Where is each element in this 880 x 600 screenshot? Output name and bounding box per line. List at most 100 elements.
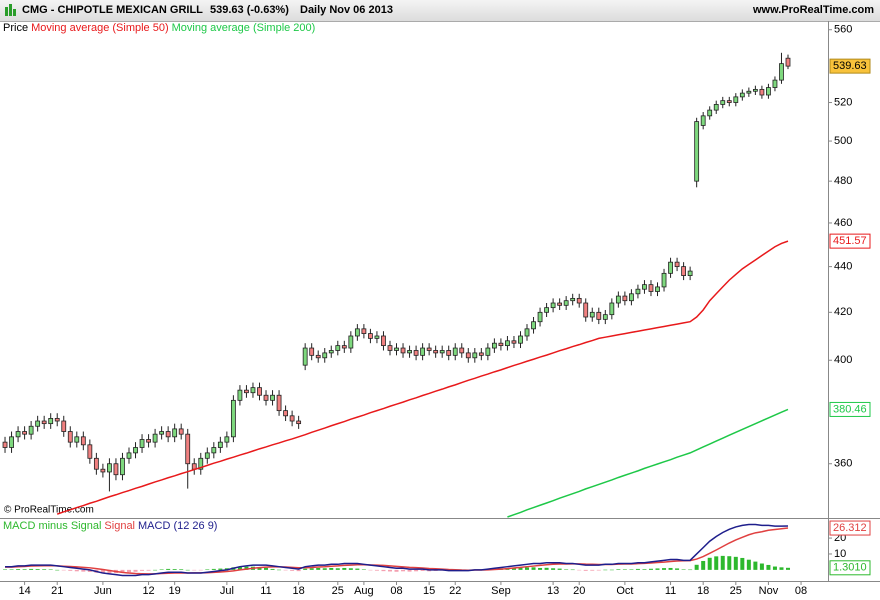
candle-body xyxy=(289,415,295,422)
candle-body xyxy=(524,328,530,337)
candle-body xyxy=(100,468,106,473)
histogram-bar xyxy=(277,569,282,571)
candle-body xyxy=(674,261,680,268)
x-tick-label: 18 xyxy=(293,585,305,597)
candle-body xyxy=(348,335,354,349)
candle-body xyxy=(217,441,223,448)
candle-body xyxy=(315,354,321,359)
candle-body xyxy=(250,387,256,394)
histogram-bar xyxy=(668,567,673,570)
histogram-bar xyxy=(740,557,745,570)
histogram-bar xyxy=(407,569,412,572)
last-value-label: 451.57 xyxy=(833,235,867,247)
histogram-bar xyxy=(244,566,249,570)
candle-body xyxy=(766,87,771,96)
histogram-bar xyxy=(68,569,73,571)
candle-body xyxy=(120,457,125,476)
candle-body xyxy=(296,420,302,425)
x-tick-label: Sep xyxy=(491,585,511,597)
histogram-bar xyxy=(583,569,588,571)
x-tick-label: Jun xyxy=(94,585,112,597)
candle-body xyxy=(544,307,549,313)
x-tick-label: 11 xyxy=(260,585,271,597)
histogram-bar xyxy=(237,566,242,570)
macd-legend: MACD minus Signal Signal MACD (12 26 9) xyxy=(3,520,220,532)
candle-body xyxy=(629,293,634,302)
candle-body xyxy=(420,347,426,356)
histogram-bar xyxy=(361,569,366,570)
candle-body xyxy=(354,328,360,337)
histogram-bar xyxy=(570,569,575,571)
candle-body xyxy=(152,433,158,443)
candle-body xyxy=(237,389,243,401)
histogram-bar xyxy=(303,568,308,570)
histogram-bar xyxy=(557,568,562,570)
histogram-bar xyxy=(120,569,125,573)
histogram-bar xyxy=(420,569,425,571)
candle-body xyxy=(394,347,399,351)
legend-item: Signal xyxy=(104,520,135,532)
x-tick-label: Jul xyxy=(220,585,234,597)
candle-body xyxy=(309,347,315,356)
histogram-bar xyxy=(198,569,203,571)
histogram-bar xyxy=(146,569,151,571)
histogram-bar xyxy=(642,569,647,570)
x-tick-label: 15 xyxy=(423,585,435,597)
histogram-bar xyxy=(224,568,229,570)
histogram-bar xyxy=(342,567,347,570)
candle-body xyxy=(15,431,21,438)
histogram-bar xyxy=(309,568,314,570)
legend-item: Moving average (Simple 50) xyxy=(31,22,169,34)
histogram-bar xyxy=(544,567,549,570)
candle-body xyxy=(472,352,478,359)
candle-body xyxy=(172,428,178,438)
histogram-bar xyxy=(87,569,92,572)
candle-body xyxy=(87,444,93,459)
histogram-bar xyxy=(616,569,621,570)
candle-body xyxy=(485,347,491,356)
candle-body xyxy=(615,295,621,304)
histogram-bar xyxy=(381,569,386,572)
candle-body xyxy=(759,88,765,96)
histogram-bar xyxy=(3,569,8,570)
candle-body xyxy=(452,347,458,356)
line-series xyxy=(56,240,789,515)
last-value-box xyxy=(829,233,871,249)
histogram-bar xyxy=(720,555,725,570)
histogram-bar xyxy=(218,568,223,570)
histogram-bar xyxy=(9,569,14,570)
quote: 539.63 (-0.63%) xyxy=(210,4,289,16)
legend-item: Moving average (Simple 200) xyxy=(171,22,316,34)
candle-body xyxy=(224,436,230,443)
histogram-bar xyxy=(681,569,686,570)
histogram-bar xyxy=(629,569,634,570)
histogram-bar xyxy=(29,568,34,570)
candle-body xyxy=(478,352,484,356)
y-tick-label: 400 xyxy=(834,354,852,366)
candle-body xyxy=(263,394,269,401)
candle-body xyxy=(465,352,471,359)
candle-body xyxy=(707,109,713,117)
histogram-bar xyxy=(126,569,131,573)
line-series xyxy=(5,527,789,575)
last-value-label: 539.63 xyxy=(833,60,867,72)
histogram-bar xyxy=(786,567,791,570)
candle-body xyxy=(139,439,145,448)
last-value-label: 1.3010 xyxy=(833,562,867,574)
histogram-bar xyxy=(590,569,595,571)
candle-body xyxy=(67,431,73,443)
candle-body xyxy=(113,463,119,476)
histogram-bar xyxy=(205,569,210,570)
histogram-bar xyxy=(622,569,627,570)
histogram-bar xyxy=(172,569,177,570)
histogram-bar xyxy=(655,568,660,570)
candle-body xyxy=(491,342,497,349)
candle-body xyxy=(413,350,419,356)
candle-body xyxy=(48,418,54,425)
candle-body xyxy=(537,311,543,323)
histogram-bar xyxy=(179,569,184,570)
candle-body xyxy=(41,420,47,425)
histogram-bar xyxy=(733,556,738,570)
candle-body xyxy=(80,436,86,446)
histogram-bar xyxy=(348,568,353,570)
